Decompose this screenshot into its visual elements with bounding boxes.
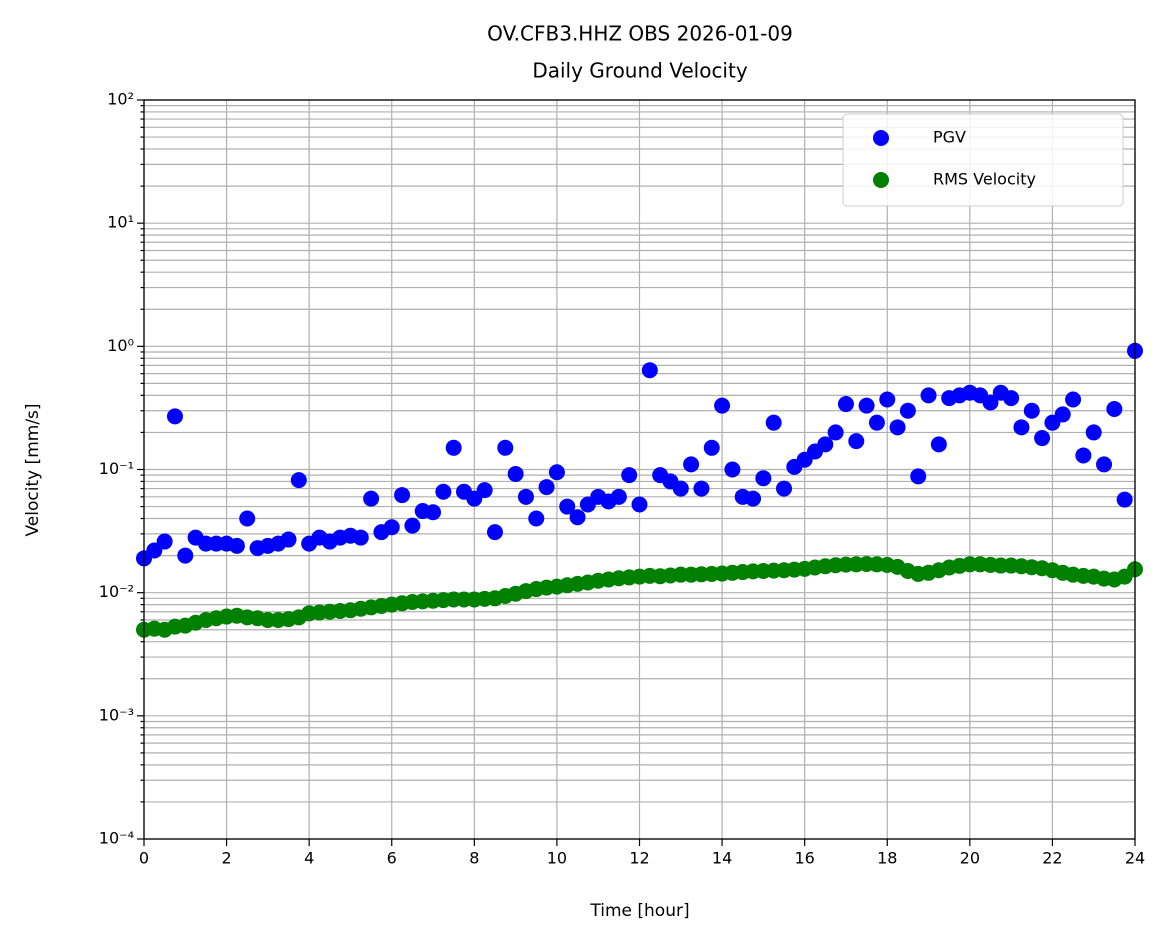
point — [879, 391, 896, 408]
y-axis-label: Velocity [mm/s] — [23, 403, 43, 536]
point — [445, 439, 462, 456]
point — [538, 479, 555, 496]
point — [837, 396, 854, 413]
chart-subtitle: Daily Ground Velocity — [532, 59, 748, 83]
point — [724, 461, 741, 478]
point — [486, 524, 503, 541]
x-tick-label: 6 — [387, 849, 397, 868]
point — [1085, 424, 1102, 441]
point — [1106, 400, 1123, 417]
point — [156, 533, 173, 550]
point — [755, 470, 772, 487]
point — [228, 537, 245, 554]
point — [177, 547, 194, 564]
point — [1065, 391, 1082, 408]
legend-marker — [873, 172, 889, 188]
point — [497, 439, 514, 456]
y-tick-label: 10⁰ — [107, 336, 134, 355]
point — [899, 402, 916, 419]
point — [352, 529, 369, 546]
x-tick-label: 22 — [1042, 849, 1062, 868]
point — [1075, 447, 1092, 464]
point — [693, 480, 710, 497]
point — [404, 517, 421, 534]
point — [394, 487, 411, 504]
x-tick-label: 4 — [304, 849, 314, 868]
point — [1054, 406, 1071, 423]
point — [1116, 491, 1133, 508]
point — [920, 387, 937, 404]
point — [703, 439, 720, 456]
point — [641, 362, 658, 379]
point — [631, 496, 648, 513]
x-tick-label: 8 — [469, 849, 479, 868]
x-tick-label: 20 — [960, 849, 980, 868]
point — [280, 531, 297, 548]
legend-marker — [873, 130, 889, 146]
point — [1013, 419, 1030, 436]
point — [569, 509, 586, 526]
point — [610, 488, 627, 505]
chart-title: OV.CFB3.HHZ OBS 2026-01-09 — [487, 22, 793, 46]
point — [621, 467, 638, 484]
y-tick-label: 10² — [107, 90, 134, 109]
point — [817, 436, 834, 453]
x-tick-label: 2 — [221, 849, 231, 868]
x-tick-label: 14 — [712, 849, 732, 868]
point — [383, 519, 400, 536]
point — [146, 542, 163, 559]
point — [776, 480, 793, 497]
x-tick-label: 16 — [794, 849, 814, 868]
point — [858, 397, 875, 414]
point — [827, 424, 844, 441]
legend-label: RMS Velocity — [933, 170, 1036, 189]
point — [1023, 402, 1040, 419]
y-tick-label: 10⁻² — [99, 582, 134, 601]
point — [1034, 430, 1051, 447]
y-tick-label: 10⁻¹ — [99, 459, 134, 478]
point — [930, 436, 947, 453]
point — [528, 510, 545, 527]
point — [848, 433, 865, 450]
point — [672, 480, 689, 497]
point — [982, 394, 999, 411]
point — [548, 464, 565, 481]
x-tick-label: 12 — [629, 849, 649, 868]
point — [765, 414, 782, 431]
x-tick-label: 18 — [877, 849, 897, 868]
point — [868, 414, 885, 431]
point — [425, 504, 442, 521]
x-tick-label: 0 — [139, 849, 149, 868]
point — [745, 490, 762, 507]
point — [714, 397, 731, 414]
y-tick-label: 10⁻³ — [99, 705, 134, 724]
legend-label: PGV — [933, 128, 966, 147]
y-tick-label: 10¹ — [107, 213, 134, 232]
point — [1003, 390, 1020, 407]
point — [910, 468, 927, 485]
x-tick-label: 10 — [547, 849, 567, 868]
legend-box — [842, 113, 1124, 207]
point — [889, 419, 906, 436]
plot-frame — [143, 99, 1136, 840]
point — [683, 456, 700, 473]
point — [290, 472, 307, 489]
point — [1096, 456, 1113, 473]
x-tick-label: 24 — [1125, 849, 1145, 868]
point — [239, 510, 256, 527]
x-axis-label: Time [hour] — [589, 901, 689, 921]
point — [507, 465, 524, 482]
point — [559, 498, 576, 515]
point — [435, 483, 452, 500]
y-tick-label: 10⁻⁴ — [99, 829, 134, 848]
point — [166, 408, 183, 425]
point — [363, 490, 380, 507]
point — [517, 488, 534, 505]
point — [476, 482, 493, 499]
